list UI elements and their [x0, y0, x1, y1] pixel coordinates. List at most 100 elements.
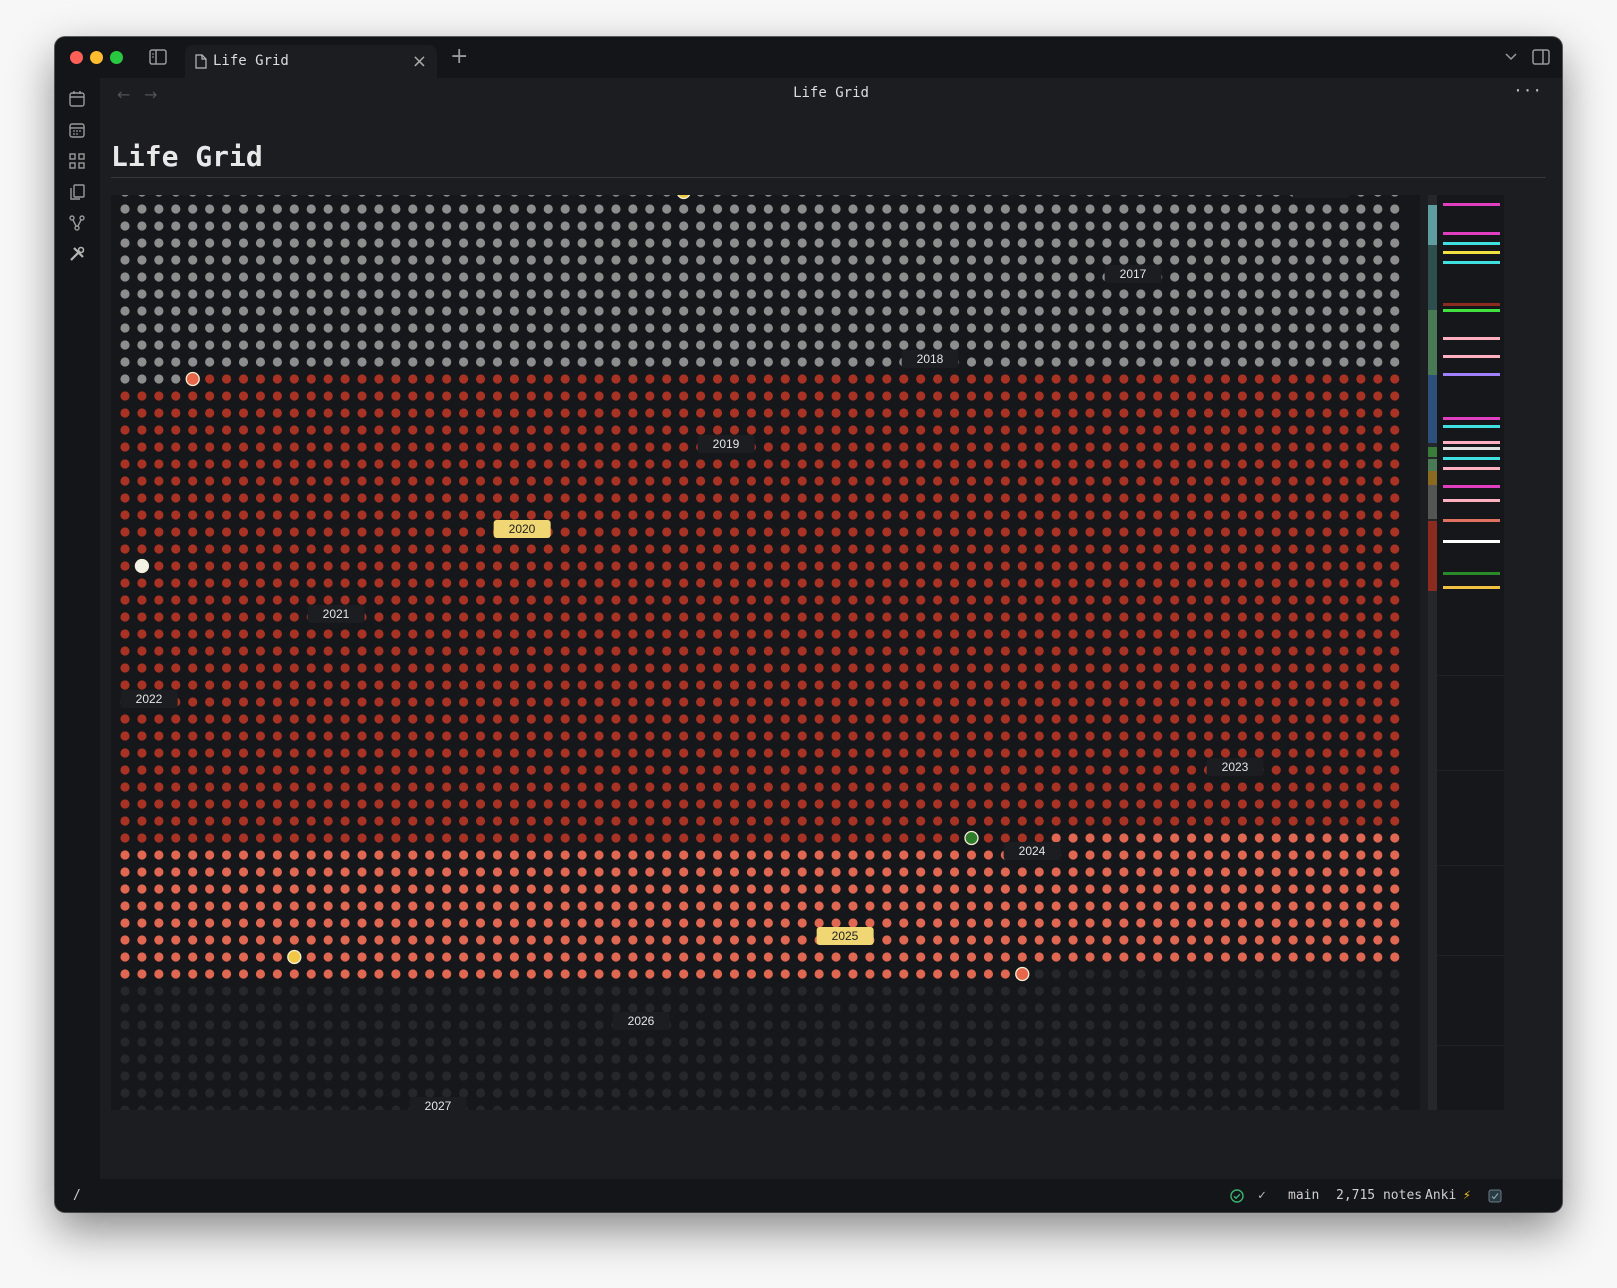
week-dot[interactable]	[306, 1054, 316, 1064]
week-dot[interactable]	[1085, 799, 1095, 809]
week-dot[interactable]	[374, 969, 384, 979]
week-dot[interactable]	[662, 289, 672, 299]
week-dot[interactable]	[1085, 323, 1095, 333]
week-dot[interactable]	[459, 255, 469, 265]
week-dot[interactable]	[1000, 221, 1010, 231]
week-dot[interactable]	[1153, 765, 1163, 775]
week-dot[interactable]	[1254, 850, 1264, 860]
week-dot[interactable]	[1356, 1037, 1366, 1047]
week-dot[interactable]	[171, 289, 181, 299]
week-dot[interactable]	[188, 1003, 198, 1013]
week-dot[interactable]	[780, 901, 790, 911]
week-dot[interactable]	[865, 493, 875, 503]
week-dot[interactable]	[1085, 816, 1095, 826]
week-dot[interactable]	[831, 459, 841, 469]
week-dot[interactable]	[645, 969, 655, 979]
week-dot[interactable]	[323, 238, 333, 248]
week-dot[interactable]	[509, 578, 519, 588]
event-marker-dot[interactable]	[964, 830, 979, 846]
week-dot[interactable]	[526, 204, 536, 214]
week-dot[interactable]	[899, 935, 909, 945]
week-dot[interactable]	[679, 1020, 689, 1030]
week-dot[interactable]	[611, 1071, 621, 1081]
week-dot[interactable]	[391, 204, 401, 214]
week-dot[interactable]	[357, 1071, 367, 1081]
week-dot[interactable]	[391, 697, 401, 707]
week-dot[interactable]	[1170, 595, 1180, 605]
week-dot[interactable]	[1153, 884, 1163, 894]
week-dot[interactable]	[712, 629, 723, 639]
week-dot[interactable]	[882, 935, 892, 945]
week-dot[interactable]	[205, 799, 215, 809]
week-dot[interactable]	[933, 884, 943, 894]
week-dot[interactable]	[1136, 629, 1146, 639]
week-dot[interactable]	[729, 357, 740, 367]
week-dot[interactable]	[577, 629, 587, 639]
week-dot[interactable]	[933, 935, 943, 945]
week-dot[interactable]	[255, 1003, 266, 1013]
week-dot[interactable]	[1288, 272, 1298, 282]
week-dot[interactable]	[882, 306, 892, 316]
week-dot[interactable]	[662, 425, 672, 435]
week-dot[interactable]	[1068, 986, 1078, 996]
week-dot[interactable]	[323, 680, 333, 690]
week-dot[interactable]	[729, 697, 740, 707]
week-dot[interactable]	[289, 357, 299, 367]
week-dot[interactable]	[238, 714, 249, 724]
week-dot[interactable]	[492, 612, 503, 622]
week-dot[interactable]	[509, 748, 519, 758]
week-dot[interactable]	[1153, 238, 1163, 248]
week-dot[interactable]	[983, 612, 994, 622]
week-dot[interactable]	[916, 408, 926, 418]
week-dot[interactable]	[983, 799, 994, 809]
week-dot[interactable]	[1254, 629, 1264, 639]
week-dot[interactable]	[1186, 527, 1197, 537]
week-dot[interactable]	[1034, 867, 1044, 877]
week-dot[interactable]	[459, 952, 469, 962]
week-dot[interactable]	[577, 425, 587, 435]
week-dot[interactable]	[1085, 1003, 1095, 1013]
week-dot[interactable]	[1237, 629, 1247, 639]
week-dot[interactable]	[662, 731, 672, 741]
week-dot[interactable]	[966, 629, 977, 639]
year-label-2019[interactable]: 2019	[697, 435, 755, 453]
week-dot[interactable]	[492, 646, 503, 656]
week-dot[interactable]	[916, 595, 926, 605]
week-dot[interactable]	[255, 238, 266, 248]
week-dot[interactable]	[560, 782, 570, 792]
week-dot[interactable]	[171, 195, 180, 197]
week-dot[interactable]	[1204, 195, 1213, 197]
week-dot[interactable]	[1085, 204, 1095, 214]
week-dot[interactable]	[255, 374, 266, 384]
week-dot[interactable]	[797, 306, 807, 316]
week-dot[interactable]	[1034, 1088, 1044, 1098]
week-dot[interactable]	[492, 476, 503, 486]
week-dot[interactable]	[848, 884, 858, 894]
week-dot[interactable]	[1288, 1054, 1298, 1064]
week-dot[interactable]	[154, 663, 164, 673]
week-dot[interactable]	[1237, 969, 1247, 979]
week-dot[interactable]	[611, 1105, 621, 1110]
week-dot[interactable]	[1356, 765, 1366, 775]
week-dot[interactable]	[1288, 204, 1298, 214]
week-dot[interactable]	[797, 255, 807, 265]
week-dot[interactable]	[797, 884, 807, 894]
week-dot[interactable]	[729, 221, 740, 231]
week-dot[interactable]	[459, 527, 469, 537]
week-dot[interactable]	[966, 1037, 977, 1047]
week-dot[interactable]	[1288, 1020, 1298, 1030]
week-dot[interactable]	[1102, 714, 1112, 724]
week-dot[interactable]	[425, 1071, 435, 1081]
week-dot[interactable]	[340, 1037, 350, 1047]
week-dot[interactable]	[1305, 442, 1315, 452]
week-dot[interactable]	[1051, 1037, 1061, 1047]
week-dot[interactable]	[1271, 612, 1281, 622]
week-dot[interactable]	[1373, 612, 1383, 622]
week-dot[interactable]	[171, 493, 181, 503]
week-dot[interactable]	[780, 799, 790, 809]
week-dot[interactable]	[1017, 238, 1027, 248]
week-dot[interactable]	[1220, 238, 1231, 248]
week-dot[interactable]	[560, 952, 570, 962]
week-dot[interactable]	[645, 204, 655, 214]
week-dot[interactable]	[1220, 357, 1231, 367]
